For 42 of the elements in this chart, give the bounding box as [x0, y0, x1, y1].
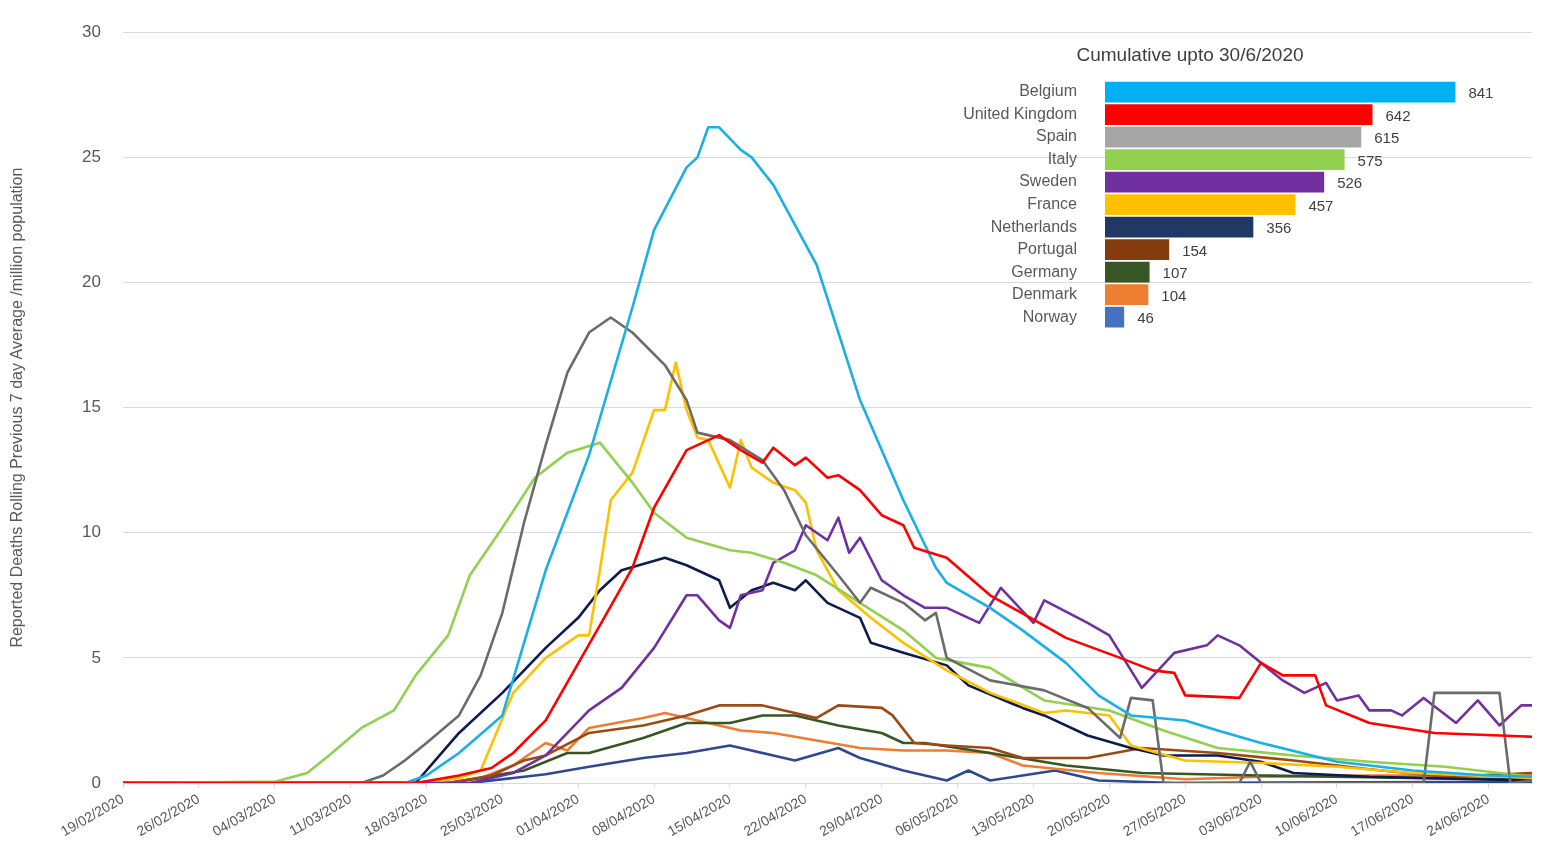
bar	[1105, 81, 1456, 103]
y-tick-label: 10	[82, 522, 101, 542]
y-tick-label: Belgium	[1019, 82, 1077, 100]
data-label: 104	[1161, 286, 1187, 304]
bar	[1105, 284, 1149, 305]
y-tick-label: Netherlands	[990, 217, 1077, 235]
bar	[1105, 216, 1254, 238]
y-tick-label: 20	[82, 272, 101, 292]
bar	[1105, 306, 1125, 328]
y-tick-label: 15	[82, 397, 101, 417]
data-label: 107	[1162, 264, 1188, 282]
y-tick-label: France	[1027, 195, 1078, 213]
y-tick-label: Sweden	[1019, 172, 1077, 190]
y-tick-label: 5	[91, 647, 101, 667]
bar	[1105, 261, 1150, 283]
bar	[1105, 171, 1325, 193]
data-label: 356	[1266, 219, 1292, 237]
data-label: 575	[1357, 151, 1383, 169]
chart-title: Cumulative upto 30/6/2020	[1076, 43, 1304, 65]
data-label: 457	[1308, 196, 1334, 214]
y-tick-label: Germany	[1011, 262, 1077, 280]
bar	[1105, 104, 1373, 125]
data-label: 841	[1468, 84, 1494, 102]
y-tick-label: 0	[91, 772, 101, 792]
y-tick-label: 30	[82, 21, 101, 41]
bar	[1105, 239, 1170, 260]
data-label: 154	[1182, 241, 1208, 259]
y-tick-label: Italy	[1047, 149, 1077, 167]
data-label: 642	[1385, 106, 1411, 124]
y-axis-title: Reported Deaths Rolling Previous 7 day Average /million population	[8, 167, 26, 648]
y-tick-label: Norway	[1022, 307, 1077, 325]
bar	[1105, 149, 1345, 170]
data-label: 526	[1337, 174, 1363, 192]
y-tick-label: Denmark	[1012, 285, 1078, 303]
y-tick-label: Spain	[1036, 127, 1077, 145]
y-tick-label: 25	[82, 147, 101, 167]
data-label: 46	[1137, 309, 1154, 327]
bar	[1105, 126, 1362, 148]
data-label: 615	[1374, 129, 1400, 147]
bar	[1105, 194, 1296, 215]
y-tick-label: United Kingdom	[963, 104, 1077, 122]
y-tick-label: Portugal	[1017, 240, 1077, 258]
